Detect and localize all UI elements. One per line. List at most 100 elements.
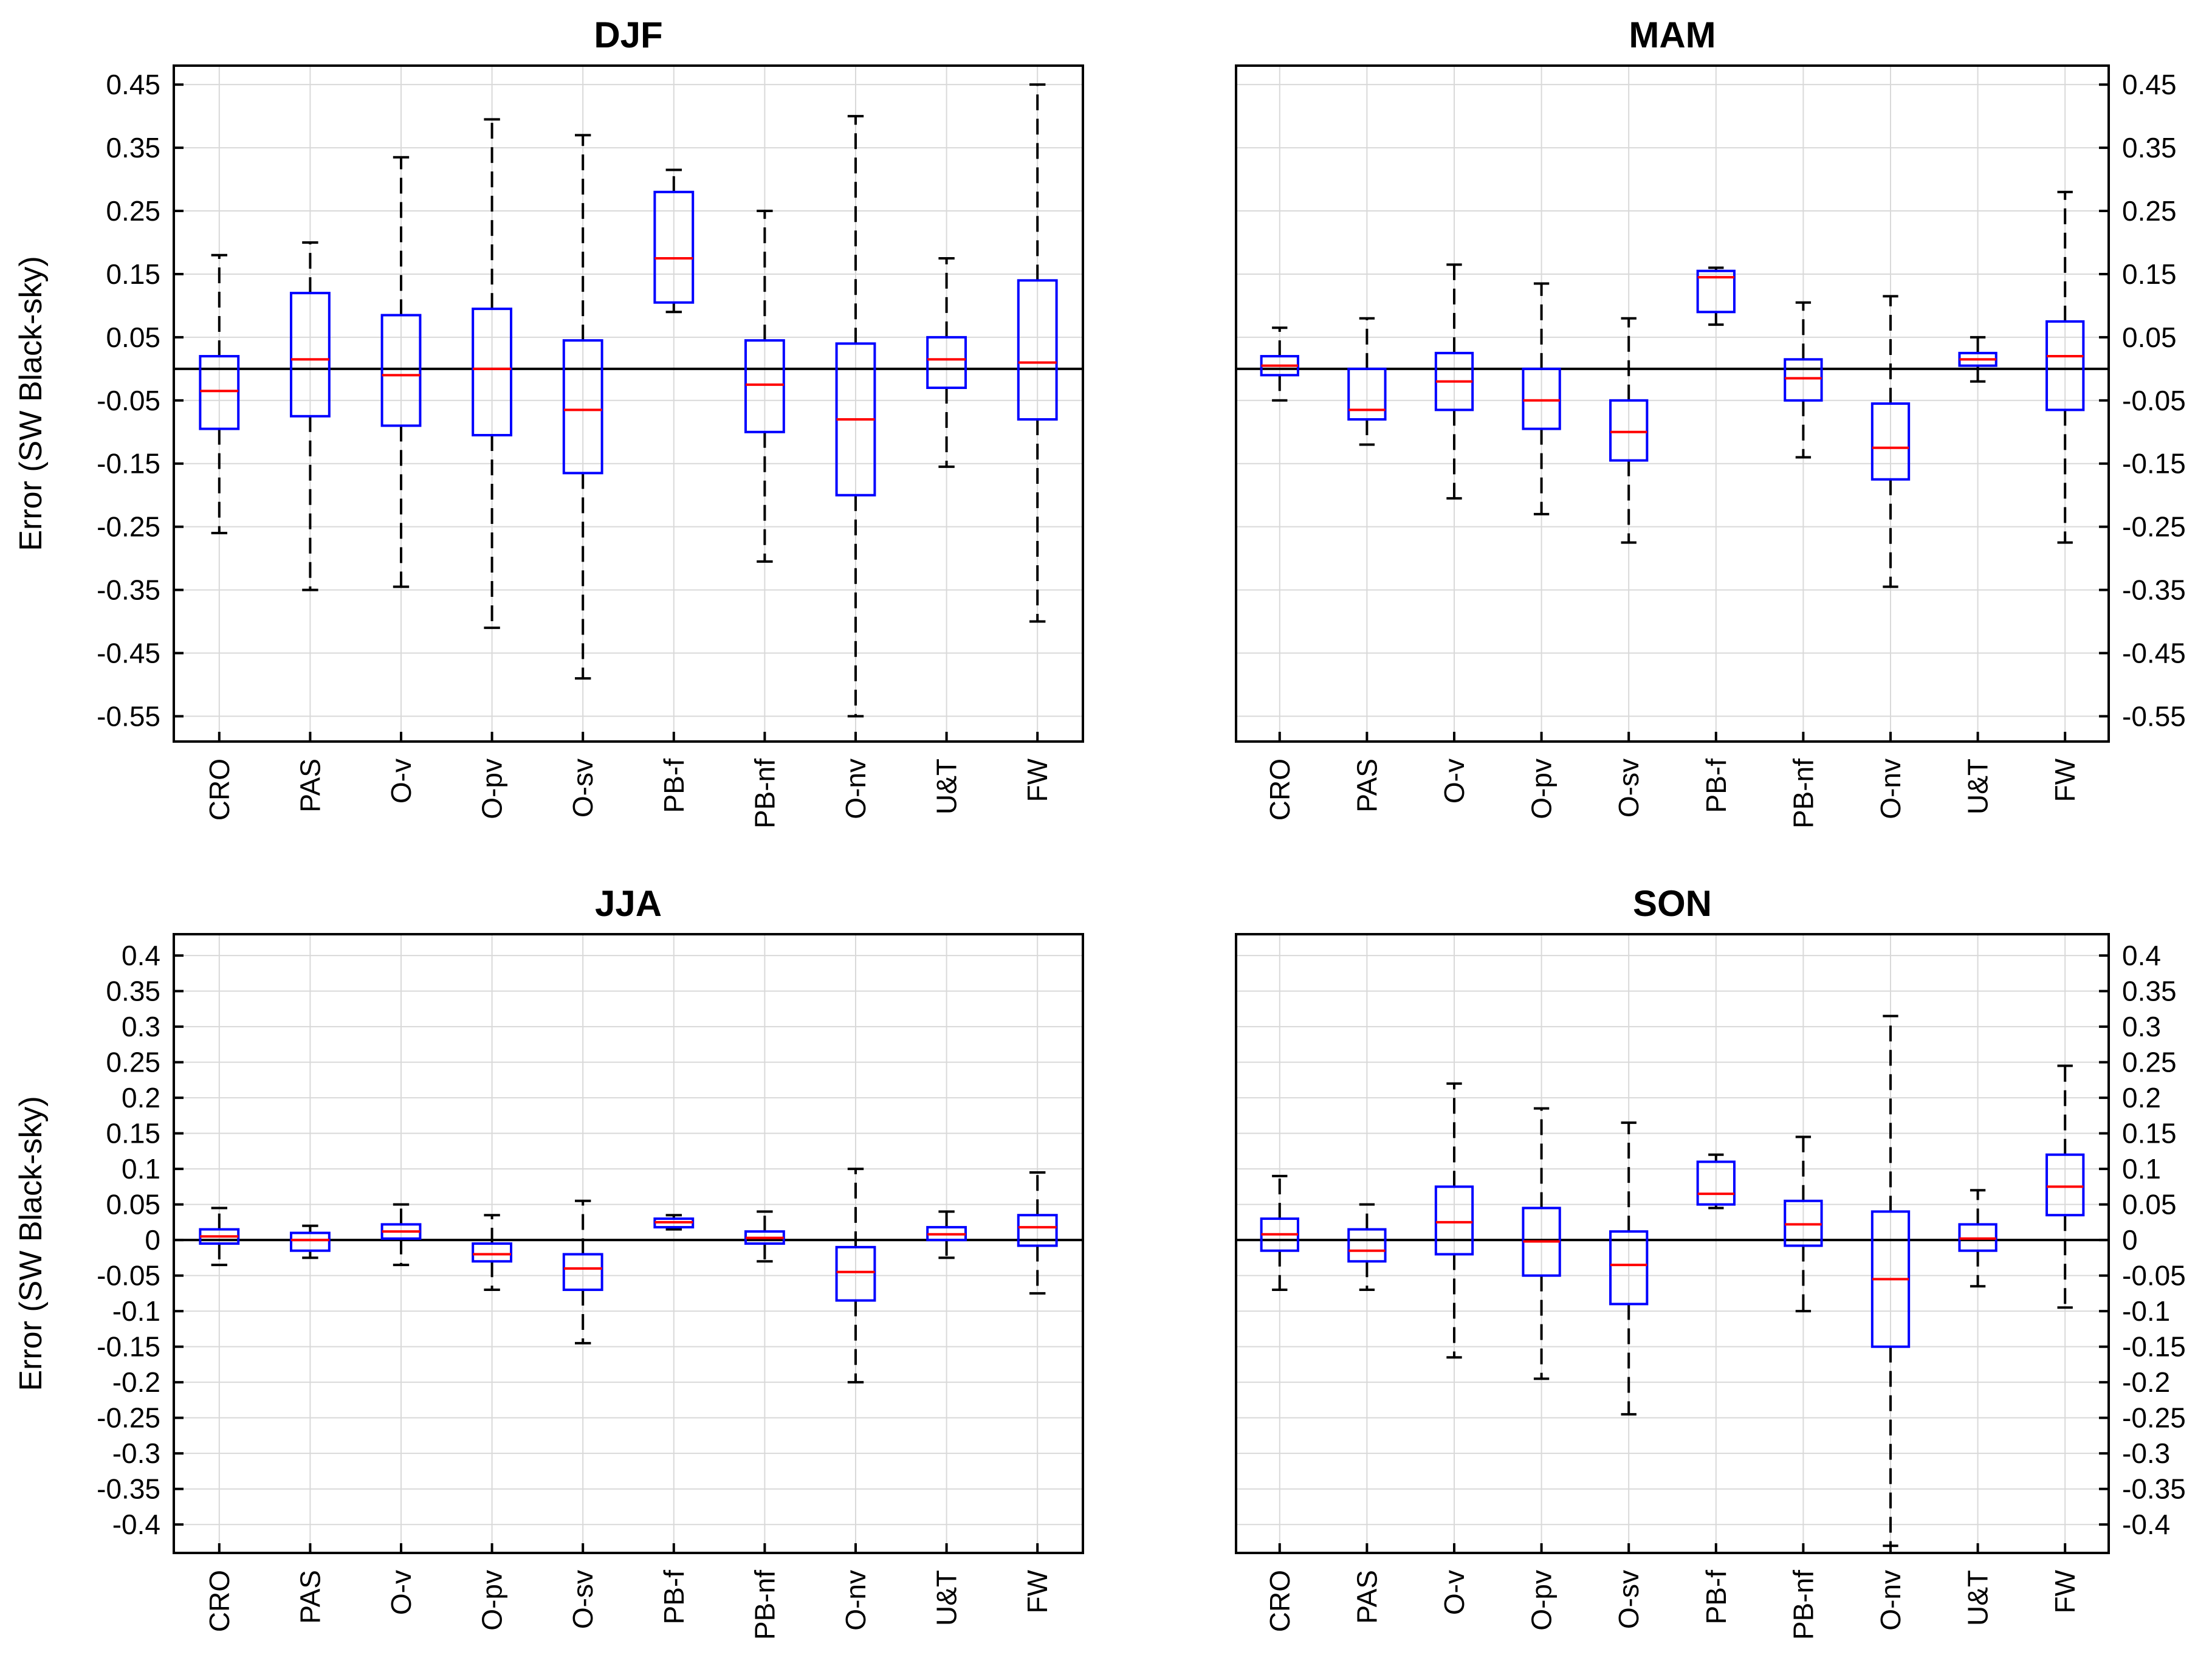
panel-title: SON bbox=[1633, 883, 1712, 924]
box-o-v bbox=[380, 1203, 422, 1267]
box-o-v bbox=[1434, 1082, 1474, 1359]
y-tick-label: -0.45 bbox=[2122, 638, 2186, 669]
y-tick-label: -0.15 bbox=[2122, 1331, 2186, 1363]
y-tick-label: -0.25 bbox=[2122, 511, 2186, 543]
iqr-box bbox=[1696, 1160, 1736, 1206]
box-cro bbox=[1260, 326, 1299, 402]
box-pas bbox=[1347, 1203, 1387, 1292]
iqr-box bbox=[2045, 1153, 2085, 1217]
y-tick-label: -0.05 bbox=[2122, 1260, 2186, 1292]
x-tick-label: O-pv bbox=[476, 759, 508, 819]
y-tick-label: 0.45 bbox=[2122, 69, 2177, 100]
x-tick-label: U&T bbox=[1962, 759, 1994, 814]
x-tick-label: O-sv bbox=[567, 759, 599, 818]
x-tick-label: CRO bbox=[204, 759, 235, 821]
y-tick-label: -0.15 bbox=[97, 448, 160, 480]
y-tick-label: -0.05 bbox=[2122, 385, 2186, 416]
y-tick-label: 0 bbox=[2122, 1224, 2138, 1256]
panel-son: 0.4 0.35 0.3 0.25 0.2 0.15 0.1 0.05 0 -0.05-0.1 -0… bbox=[1235, 883, 2186, 1640]
y-tick-label: 0.45 bbox=[106, 69, 160, 100]
x-tick-label: PB-nf bbox=[1787, 1570, 1819, 1640]
x-tick-label: CRO bbox=[1264, 759, 1296, 821]
box-o-sv bbox=[562, 134, 603, 680]
box-cro bbox=[1260, 1174, 1299, 1292]
y-tick-label: -0.25 bbox=[97, 511, 160, 543]
iqr-box bbox=[1784, 358, 1823, 402]
box-pas bbox=[289, 1224, 331, 1259]
iqr-box bbox=[1347, 1228, 1387, 1263]
y-tick-label: -0.1 bbox=[2122, 1295, 2170, 1327]
box-u&t bbox=[1958, 1189, 1997, 1288]
y-tick-label: -0.3 bbox=[112, 1437, 160, 1469]
iqr-box bbox=[1434, 1185, 1474, 1256]
box-o-sv bbox=[562, 1199, 603, 1344]
panel-title: MAM bbox=[1629, 15, 1716, 55]
y-tick-label: -0.25 bbox=[2122, 1402, 2186, 1434]
x-tick-label: PAS bbox=[294, 1570, 326, 1624]
x-tick-label: O-sv bbox=[1613, 1570, 1644, 1629]
x-tick-label: U&T bbox=[1962, 1570, 1994, 1626]
y-tick-label: -0.4 bbox=[2122, 1509, 2170, 1540]
x-tick-label: PB-f bbox=[658, 759, 690, 813]
y-tick-label: -0.35 bbox=[2122, 574, 2186, 606]
axes-frame bbox=[173, 933, 1084, 1554]
y-tick-label: 0.05 bbox=[106, 1189, 160, 1220]
iqr-box bbox=[744, 339, 785, 433]
box-o-pv bbox=[472, 1214, 513, 1292]
axes-frame bbox=[1235, 64, 2110, 743]
x-tick-label: O-nv bbox=[1875, 1570, 1906, 1631]
x-tick-label: CRO bbox=[1264, 1570, 1296, 1632]
panel-title: JJA bbox=[595, 883, 662, 924]
y-tick-label: -0.2 bbox=[2122, 1366, 2170, 1398]
box-u&t bbox=[926, 1210, 967, 1259]
y-tick-label: -0.45 bbox=[97, 638, 160, 669]
x-tick-label: CRO bbox=[204, 1570, 235, 1632]
y-tick-label: 0.4 bbox=[2122, 940, 2161, 971]
iqr-box bbox=[1609, 399, 1649, 462]
x-tick-label: O-nv bbox=[840, 1570, 871, 1631]
y-tick-label: -0.15 bbox=[2122, 448, 2186, 480]
x-tick-label: O-nv bbox=[1875, 759, 1906, 819]
y-tick-label: 0.05 bbox=[2122, 322, 2177, 353]
panel-djf: 0.45 0.35 0.25 0.15 0.05 -0.05 -0.15 -0.25 -0.35… bbox=[13, 15, 1084, 828]
box-fw bbox=[2045, 1064, 2085, 1309]
x-tick-label: O-v bbox=[385, 759, 417, 804]
iqr-box bbox=[1609, 1230, 1649, 1306]
y-tick-label: -0.55 bbox=[97, 700, 160, 732]
x-tick-label: O-v bbox=[385, 1570, 417, 1615]
y-tick-label: -0.05 bbox=[97, 1260, 160, 1292]
box-fw bbox=[1017, 1171, 1058, 1295]
y-tick-label: 0.15 bbox=[2122, 1118, 2177, 1149]
box-u&t bbox=[1958, 336, 1997, 383]
y-tick-label: 0.15 bbox=[106, 258, 160, 290]
box-o-v bbox=[380, 156, 422, 588]
x-tick-label: O-v bbox=[1438, 1570, 1470, 1615]
y-tick-label: 0.3 bbox=[2122, 1011, 2161, 1042]
box-cro bbox=[199, 253, 240, 535]
iqr-box bbox=[1696, 269, 1736, 314]
x-tick-label: PAS bbox=[294, 759, 326, 813]
y-tick-label: 0.4 bbox=[122, 940, 160, 971]
x-tick-label: PB-nf bbox=[749, 1570, 780, 1640]
axes-frame bbox=[1235, 933, 2110, 1554]
box-cro bbox=[199, 1206, 240, 1267]
box-o-sv bbox=[1609, 317, 1649, 544]
y-tick-label: -0.25 bbox=[97, 1402, 160, 1434]
y-tick-label: 0.15 bbox=[2122, 258, 2177, 290]
x-tick-label: O-sv bbox=[1613, 759, 1644, 818]
y-tick-label: -0.35 bbox=[97, 574, 160, 606]
box-u&t bbox=[926, 256, 967, 468]
box-pb-f bbox=[653, 1214, 695, 1231]
iqr-box bbox=[472, 308, 513, 436]
y-tick-label: 0.1 bbox=[122, 1153, 160, 1185]
iqr-box bbox=[1017, 279, 1058, 421]
box-pb-nf bbox=[1784, 301, 1823, 459]
y-tick-label: -0.2 bbox=[112, 1366, 160, 1398]
panel-mam: 0.45 0.35 0.25 0.15 0.05 -0.05 -0.15 -0.25 -0.35… bbox=[1235, 15, 2186, 828]
iqr-box bbox=[289, 292, 331, 418]
axes-frame bbox=[173, 64, 1084, 743]
y-tick-label: 0.35 bbox=[106, 132, 160, 164]
y-tick-label: 0.25 bbox=[106, 195, 160, 227]
box-o-pv bbox=[472, 118, 513, 629]
